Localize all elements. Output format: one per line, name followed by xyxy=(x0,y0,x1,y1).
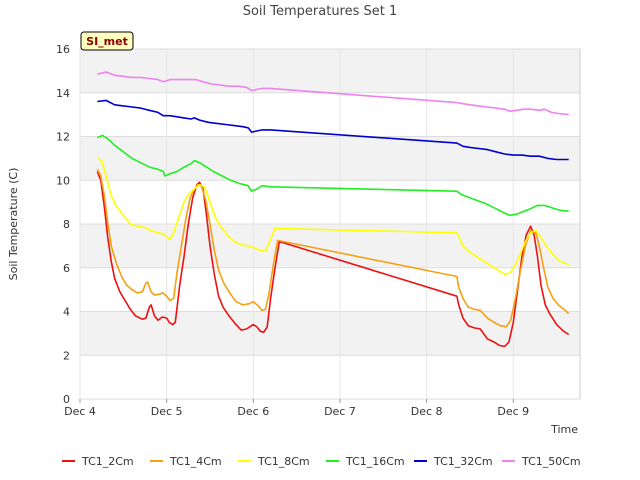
site-badge-label: SI_met xyxy=(86,35,128,48)
series-line-tc1-4cm xyxy=(96,168,570,328)
series-line-tc1-2cm xyxy=(96,171,570,348)
x-tick-label: Dec 6 xyxy=(237,405,269,418)
chart-title: Soil Temperatures Set 1 xyxy=(243,4,398,19)
series-line-tc1-16cm xyxy=(96,134,569,217)
grid-band xyxy=(80,311,580,356)
y-axis-ticks: 0 2 4 6 8 10 12 14 16 xyxy=(56,43,70,406)
legend-label: TC1_2Cm xyxy=(81,455,134,468)
x-tick-label: Dec 7 xyxy=(324,405,356,418)
legend-label: TC1_8Cm xyxy=(257,455,310,468)
y-tick-label: 12 xyxy=(56,131,70,144)
grid-band xyxy=(80,180,580,224)
y-tick-label: 16 xyxy=(56,43,70,56)
plot-background-bands xyxy=(80,49,580,399)
grid-band xyxy=(80,355,580,399)
legend-label: TC1_32Cm xyxy=(433,455,493,468)
series-lines xyxy=(96,71,570,348)
grid-band xyxy=(80,92,580,137)
y-axis-label: Soil Temperature (C) xyxy=(7,168,20,281)
x-tick-label: Dec 9 xyxy=(497,405,529,418)
legend-label: TC1_4Cm xyxy=(169,455,222,468)
y-tick-label: 4 xyxy=(63,306,70,319)
y-tick-label: 10 xyxy=(56,174,70,187)
y-tick-label: 14 xyxy=(56,87,70,100)
x-axis-label: Time xyxy=(550,423,578,436)
grid-lines xyxy=(79,48,580,400)
x-tick-label: Dec 4 xyxy=(64,405,96,418)
legend-label: TC1_16Cm xyxy=(345,455,405,468)
site-badge: SI_met xyxy=(80,31,134,51)
series-line-tc1-8cm xyxy=(96,157,569,276)
y-tick-label: 6 xyxy=(63,262,70,275)
grid-band xyxy=(80,136,580,181)
legend: TC1_2Cm TC1_4Cm TC1_8Cm TC1_16Cm TC1_32Cm TC1… xyxy=(62,455,581,468)
y-tick-label: 8 xyxy=(63,218,70,231)
series-line-tc1-50cm xyxy=(97,71,569,116)
y-tick-label: 2 xyxy=(63,349,70,362)
y-tick-label: 0 xyxy=(63,393,70,406)
x-axis-ticks: Dec 4 Dec 5 Dec 6 Dec 7 Dec 8 Dec 9 xyxy=(64,399,529,418)
site-badge-box xyxy=(80,31,134,51)
x-tick-label: Dec 8 xyxy=(411,405,443,418)
grid-band xyxy=(80,224,580,268)
x-tick-label: Dec 5 xyxy=(151,405,183,418)
legend-label: TC1_50Cm xyxy=(521,455,581,468)
series-line-tc1-32cm xyxy=(97,99,569,161)
grid-band xyxy=(80,49,580,93)
grid-band xyxy=(80,267,580,312)
